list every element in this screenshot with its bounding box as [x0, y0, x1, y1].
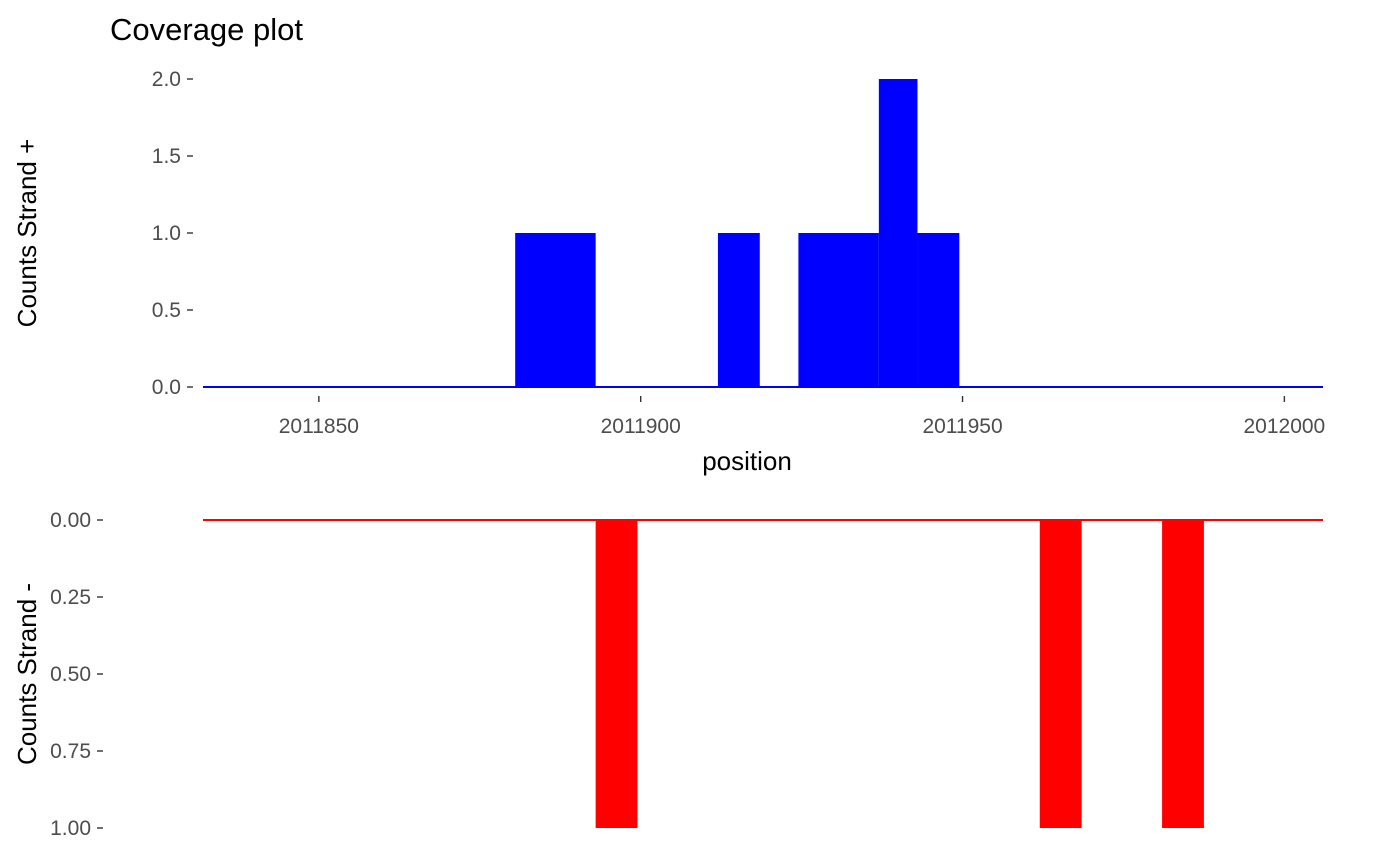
plus-strand-x-axis: 2011850 2011900 2011950 2012000 [279, 396, 1325, 438]
plus-strand-bar-5 [917, 233, 960, 387]
plus-strand-panel: 0.00.51.01.52.0 2011850 2011900 2011950 201… [12, 68, 1325, 476]
minus-strand-bar-2 [1039, 520, 1082, 828]
plus-strand-bars [203, 79, 1323, 388]
plus-strand-bar-2 [717, 233, 760, 387]
minus-strand-bar-1 [595, 520, 638, 828]
plus-y-tick-label: 0.5 [152, 299, 181, 322]
minus-strand-bars [203, 519, 1323, 828]
x-axis-title: position [702, 446, 792, 476]
plus-strand-bar-4 [878, 79, 918, 387]
minus-y-tick-label: 0.50 [50, 663, 91, 686]
minus-strand-panel: 0.00 0.25 0.50 0.75 1.00 Counts Strand - [12, 509, 1323, 840]
minus-y-tick-label: 0.75 [50, 740, 91, 763]
plus-y-tick-label: 1.0 [152, 222, 181, 245]
minus-y-tick-label: 1.00 [50, 817, 91, 840]
x-tick-label: 2011950 [922, 415, 1002, 438]
x-tick-label: 2012000 [1243, 415, 1325, 438]
x-tick-label: 2011900 [601, 415, 681, 438]
minus-y-tick-label: 0.00 [50, 509, 91, 532]
plus-y-tick-label: 2.0 [152, 68, 181, 91]
plus-strand-y-axis: 0.0 0.5 1.0 1.5 2.0 [152, 68, 193, 399]
minus-strand-y-axis: 0.00 0.25 0.50 0.75 1.00 [50, 509, 103, 840]
chart-title: Coverage plot [110, 12, 303, 47]
plus-y-tick-label: 0.0 [152, 376, 181, 399]
x-tick-label: 2011850 [279, 415, 359, 438]
plus-y-tick-label: 1.5 [152, 145, 181, 168]
plus-strand-bar-3 [798, 233, 879, 387]
minus-strand-y-axis-title: Counts Strand - [12, 583, 42, 765]
minus-y-tick-label: 0.25 [50, 586, 91, 609]
plus-strand-y-axis-title: Counts Strand + [12, 139, 42, 328]
plus-strand-bar-1 [515, 233, 596, 387]
minus-strand-bar-3 [1162, 520, 1204, 828]
